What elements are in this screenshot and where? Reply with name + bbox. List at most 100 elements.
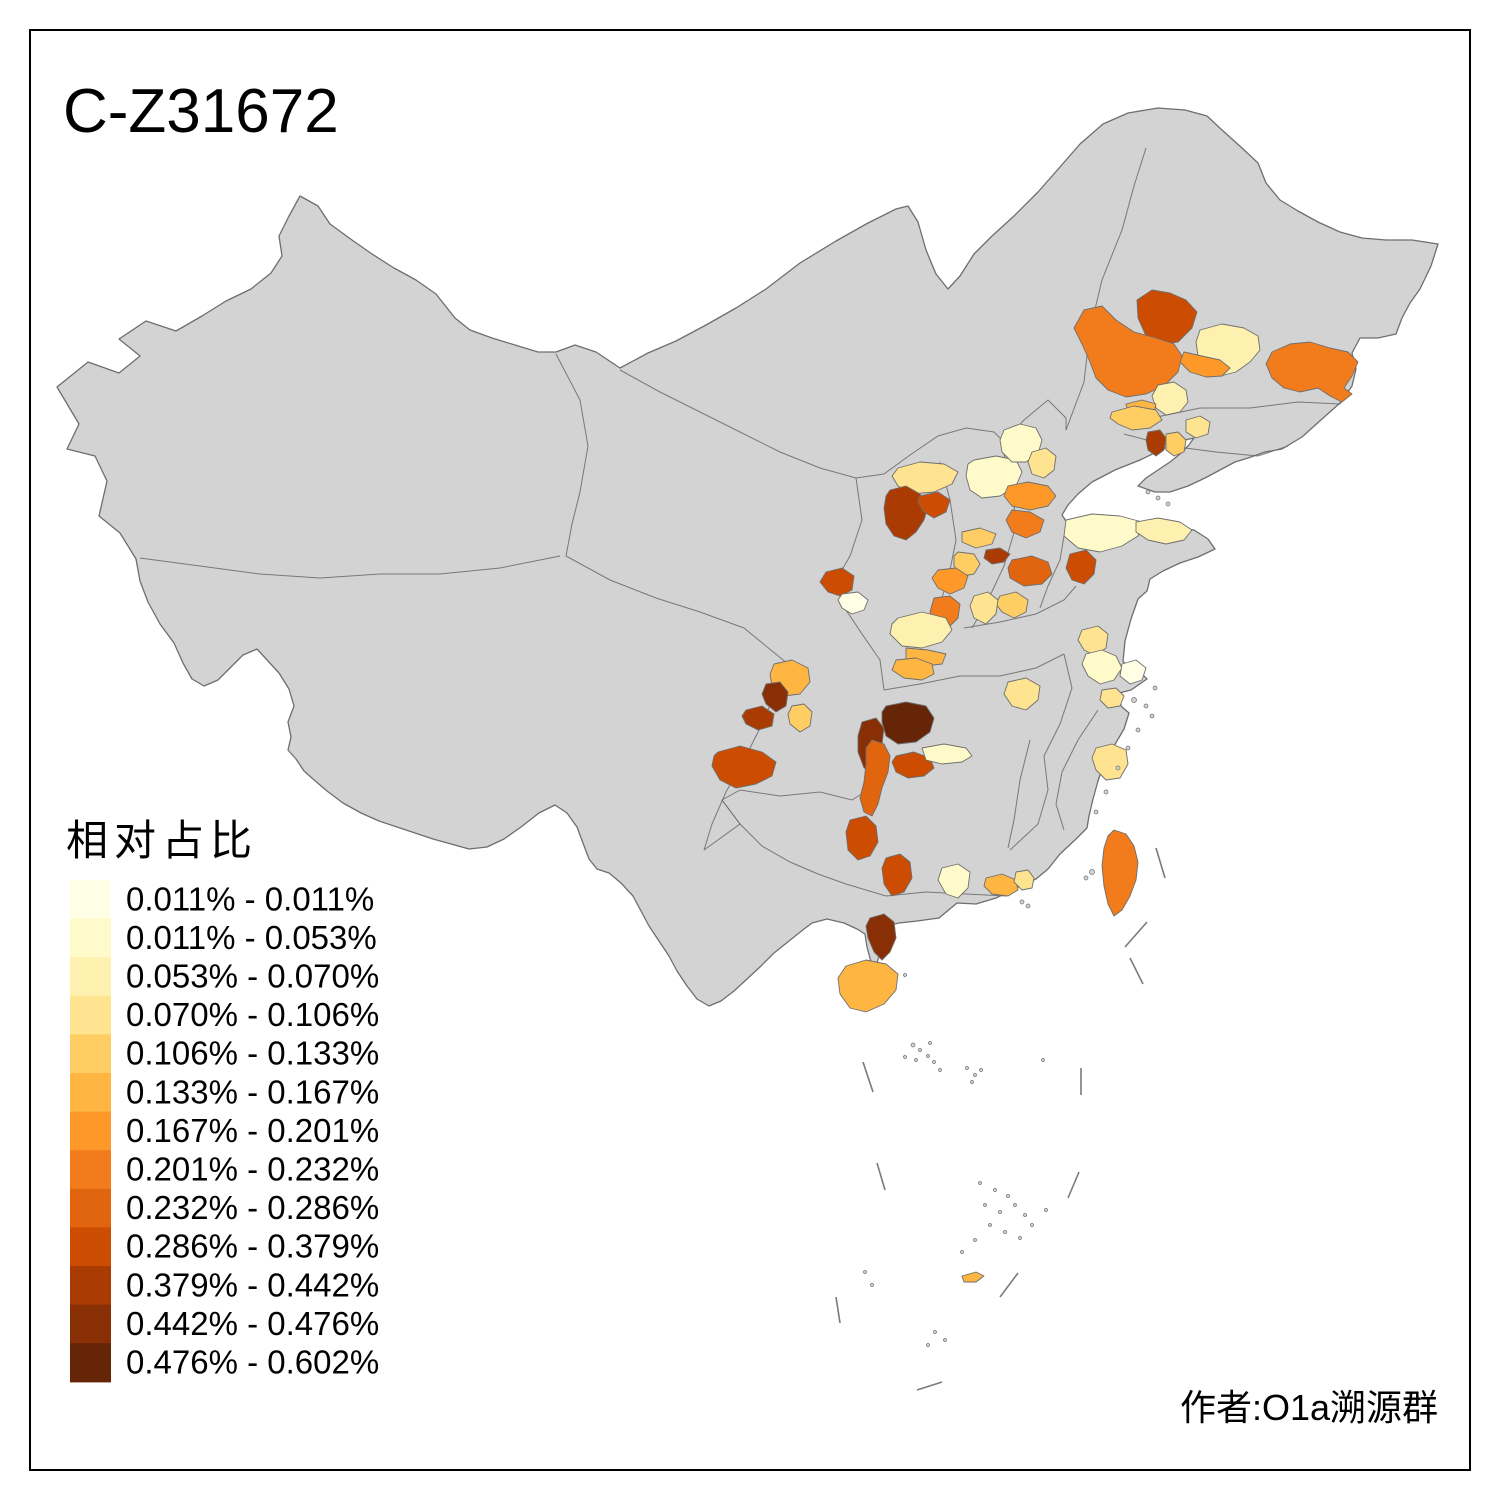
legend-swatch xyxy=(70,1073,111,1113)
legend-row: 0.476% - 0.602% xyxy=(70,1343,379,1383)
island-dot xyxy=(1131,697,1137,703)
island-dot xyxy=(926,1054,930,1058)
island-dot xyxy=(1093,809,1099,815)
legend-label: 0.070% - 0.106% xyxy=(126,996,379,1033)
province-border-line xyxy=(139,555,561,579)
legend-swatch xyxy=(70,1111,111,1151)
legend-row: 0.106% - 0.133% xyxy=(70,1034,379,1074)
region-liaoning-strip xyxy=(1109,405,1163,431)
legend-row: 0.070% - 0.106% xyxy=(70,995,379,1035)
legend-label: 0.133% - 0.167% xyxy=(126,1073,379,1110)
island-dot xyxy=(870,1283,874,1287)
province-border-line xyxy=(619,369,885,479)
region-central-red-right xyxy=(891,751,935,779)
island-dot xyxy=(1152,685,1158,691)
island-dot xyxy=(910,1042,916,1048)
island-dot xyxy=(928,1041,932,1045)
legend-row: 0.011% - 0.053% xyxy=(70,918,377,958)
island-dot xyxy=(863,1270,867,1274)
region-west-dark-brown xyxy=(761,681,789,713)
region-ne-cream-lower xyxy=(1151,381,1189,416)
island-dot xyxy=(970,1080,974,1084)
region-chengdu-cream xyxy=(787,703,813,733)
region-tangshan-patch xyxy=(1027,447,1057,479)
nine-dash-segment xyxy=(835,1296,841,1324)
legend-row: 0.286% - 0.379% xyxy=(70,1227,379,1267)
legend-row: 0.442% - 0.476% xyxy=(70,1304,379,1344)
island-dot xyxy=(1089,869,1095,875)
region-handan-orange xyxy=(1005,509,1045,539)
region-ne-orange-small xyxy=(1179,351,1231,378)
region-jiangsu-pale xyxy=(1081,649,1123,685)
island-dot xyxy=(1019,899,1025,905)
province-border-line xyxy=(1039,535,1065,609)
legend-swatch xyxy=(70,1034,111,1074)
province-border-line xyxy=(845,883,1007,897)
legend-row: 0.379% - 0.442% xyxy=(70,1266,379,1306)
province-border-line xyxy=(883,653,1065,691)
legend-swatch xyxy=(70,1188,111,1228)
island-dot xyxy=(1006,1194,1010,1198)
legend-swatch xyxy=(70,995,111,1035)
province-border-line xyxy=(721,799,847,885)
island-dot xyxy=(938,1068,942,1072)
island-dot xyxy=(979,1068,983,1072)
island-dot xyxy=(1018,1236,1022,1240)
legend-row: 0.167% - 0.201% xyxy=(70,1111,379,1151)
land-layer xyxy=(56,107,1439,1007)
legend-label: 0.106% - 0.133% xyxy=(126,1035,379,1072)
island-dot xyxy=(926,1343,930,1347)
island-dot xyxy=(1023,1213,1027,1217)
legend-label: 0.286% - 0.379% xyxy=(126,1228,379,1265)
island-dot xyxy=(1165,501,1171,507)
region-ne-dark-orange xyxy=(1136,289,1198,346)
legend-swatch xyxy=(70,880,111,920)
plot-frame xyxy=(29,29,1471,1471)
region-shanxi-patch-a xyxy=(961,527,997,549)
island-dot xyxy=(932,1060,936,1064)
province-border-line xyxy=(555,353,589,557)
legend-title: 相对占比 xyxy=(66,817,258,864)
legend-label: 0.201% - 0.232% xyxy=(126,1151,379,1188)
region-leizhou-dark xyxy=(865,913,897,961)
legend-label: 0.442% - 0.476% xyxy=(126,1305,379,1342)
region-changzhi-orange xyxy=(931,567,969,595)
legend-label: 0.053% - 0.070% xyxy=(126,958,379,995)
legend-swatch xyxy=(70,1227,111,1267)
island-dot xyxy=(983,1203,987,1207)
legend-swatch xyxy=(70,1266,111,1306)
mainland-china-shape xyxy=(56,107,1439,1007)
island-dot xyxy=(993,1188,997,1192)
region-west-red-brown xyxy=(741,705,775,731)
region-lanzhou-red xyxy=(819,567,855,597)
region-puyang-patch xyxy=(969,591,999,625)
legend-label: 0.011% - 0.053% xyxy=(126,919,377,956)
region-yulin-east-red xyxy=(917,491,951,519)
island-dot xyxy=(978,1181,982,1185)
map-title: C-Z31672 xyxy=(63,77,339,146)
region-dingxi-pale xyxy=(837,591,869,615)
legend-row: 0.053% - 0.070% xyxy=(70,957,379,997)
island-dot xyxy=(1103,789,1109,795)
region-shanxi-patch-b xyxy=(953,551,981,577)
legend-label: 0.011% - 0.011% xyxy=(126,880,374,917)
legend-row: 0.011% - 0.011% xyxy=(70,880,374,920)
region-ne-orange-east xyxy=(1265,341,1359,403)
islands-layer xyxy=(863,489,1171,1347)
nine-dash-segment xyxy=(1067,1171,1080,1199)
region-taiwan-orange xyxy=(1101,829,1139,917)
province-border-line xyxy=(1055,709,1099,831)
province-border-line xyxy=(1065,147,1147,431)
region-huaihua-red xyxy=(845,815,879,861)
island-dot xyxy=(1149,713,1155,719)
island-dot xyxy=(965,1066,969,1070)
region-yuncheng-cream xyxy=(889,611,953,649)
region-hangzhou-patch xyxy=(1099,687,1125,709)
attribution-text: 作者:O1a溯源群 xyxy=(1180,1387,1438,1428)
nine-dash-segment xyxy=(999,1272,1019,1298)
island-dot xyxy=(1013,1203,1017,1207)
island-dot xyxy=(1115,765,1121,771)
legend-row: 0.201% - 0.232% xyxy=(70,1150,379,1190)
legend-label: 0.232% - 0.286% xyxy=(126,1189,379,1226)
